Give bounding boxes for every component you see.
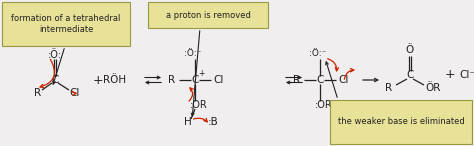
Text: C: C (406, 70, 414, 80)
Text: :OR: :OR (190, 100, 208, 110)
Text: ÖR: ÖR (425, 83, 441, 93)
Text: C: C (191, 75, 199, 85)
Text: :Ö:: :Ö: (48, 50, 62, 60)
Text: +: + (198, 69, 204, 79)
Text: :Ö:⁻: :Ö:⁻ (310, 48, 327, 58)
Text: :OR: :OR (315, 100, 333, 110)
Text: Cl⁻: Cl⁻ (459, 70, 474, 80)
Text: H: H (184, 117, 192, 127)
Text: Cl: Cl (214, 75, 224, 85)
Text: +: + (93, 73, 103, 86)
Text: formation of a tetrahedral
intermediate: formation of a tetrahedral intermediate (11, 14, 121, 34)
Text: Ö: Ö (406, 45, 414, 55)
Text: :Ö:⁻: :Ö:⁻ (184, 48, 202, 58)
Text: a proton is removed: a proton is removed (165, 11, 250, 20)
FancyBboxPatch shape (2, 2, 130, 46)
FancyBboxPatch shape (330, 100, 472, 144)
Text: RÖH: RÖH (103, 75, 127, 85)
Text: R: R (293, 75, 301, 85)
Text: the weaker base is eliminated: the weaker base is eliminated (337, 118, 465, 126)
Text: R: R (35, 88, 42, 98)
Text: C: C (316, 75, 324, 85)
Text: HB⁺: HB⁺ (350, 107, 370, 117)
Text: R: R (168, 75, 175, 85)
Text: +: + (445, 68, 456, 81)
Text: C: C (51, 75, 59, 85)
Text: R: R (385, 83, 392, 93)
Text: Cl: Cl (70, 88, 80, 98)
Text: :B: :B (208, 117, 219, 127)
FancyBboxPatch shape (148, 2, 268, 28)
Text: Cl: Cl (339, 75, 349, 85)
